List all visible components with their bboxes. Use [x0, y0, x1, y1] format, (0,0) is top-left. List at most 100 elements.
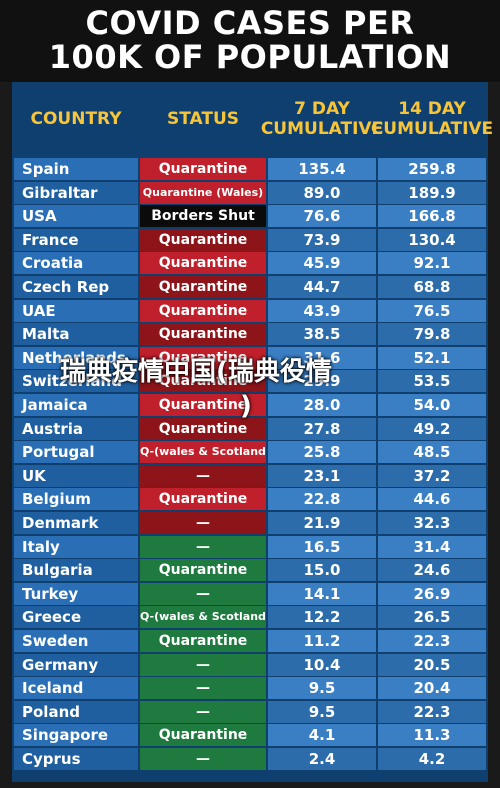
country-cell: UAE	[14, 299, 138, 322]
table-row: UAE Quarantine 43.9 76.5	[14, 299, 486, 322]
value-7day-cell: 10.4	[268, 653, 376, 676]
value-7day-cell: 2.4	[268, 748, 376, 770]
value-14day-cell: 26.9	[378, 582, 486, 605]
table-row: Netherlands Quarantine 31.6 52.1	[14, 346, 486, 369]
status-cell: Quarantine	[140, 417, 266, 440]
value-7day-cell: 25.8	[268, 441, 376, 464]
country-cell: Poland	[14, 700, 138, 723]
country-cell: Czech Rep	[14, 276, 138, 298]
country-cell: Netherlands	[14, 346, 138, 369]
value-14day-cell: 54.0	[378, 394, 486, 416]
table-row: Czech Rep Quarantine 44.7 68.8	[14, 276, 486, 298]
status-cell: Quarantine	[140, 323, 266, 346]
country-cell: Italy	[14, 535, 138, 558]
country-cell: Bulgaria	[14, 559, 138, 582]
value-14day-cell: 189.9	[378, 181, 486, 204]
country-cell: Croatia	[14, 252, 138, 275]
table-row: Croatia Quarantine 45.9 92.1	[14, 252, 486, 275]
value-14day-cell: 130.4	[378, 228, 486, 251]
country-cell: USA	[14, 205, 138, 228]
status-cell: Quarantine	[140, 394, 266, 416]
value-14day-cell: 92.1	[378, 252, 486, 275]
value-7day-cell: 27.8	[268, 417, 376, 440]
value-14day-cell: 79.8	[378, 323, 486, 346]
status-cell: Quarantine	[140, 488, 266, 511]
table-row: Spain Quarantine 135.4 259.8	[14, 158, 486, 180]
table-row: Cyprus —2.4 4.2	[14, 748, 486, 770]
country-cell: Jamaica	[14, 394, 138, 416]
status-cell: —	[140, 748, 266, 770]
value-14day-cell: 48.5	[378, 441, 486, 464]
status-cell: Q-(wales & Scotland)	[140, 441, 266, 464]
status-cell: —	[140, 700, 266, 723]
title-line-1: COVID CASES PER	[85, 4, 415, 42]
table-row: Italy —16.5 31.4	[14, 535, 486, 558]
status-cell: —	[140, 677, 266, 700]
value-7day-cell: 43.9	[268, 299, 376, 322]
watermark: 瑞典疫情中国(瑞典役情 )	[60, 355, 332, 421]
country-cell: Iceland	[14, 677, 138, 700]
value-14day-cell: 24.6	[378, 559, 486, 582]
status-cell: Q-(wales & Scotland)	[140, 606, 266, 629]
status-cell: Quarantine	[140, 370, 266, 393]
country-cell: Switzerland	[14, 370, 138, 393]
value-14day-cell: 4.2	[378, 748, 486, 770]
country-cell: Denmark	[14, 512, 138, 534]
country-cell: Austria	[14, 417, 138, 440]
status-cell: Quarantine	[140, 630, 266, 652]
table-row: Germany —10.4 20.5	[14, 653, 486, 676]
value-7day-cell: 12.2	[268, 606, 376, 629]
value-14day-cell: 68.8	[378, 276, 486, 298]
country-cell: Singapore	[14, 724, 138, 747]
country-cell: Portugal	[14, 441, 138, 464]
status-cell: Quarantine	[140, 158, 266, 180]
value-7day-cell: 15.0	[268, 559, 376, 582]
status-cell: Borders Shut	[140, 205, 266, 228]
value-7day-cell: 29.9	[268, 370, 376, 393]
status-cell: —	[140, 464, 266, 487]
value-14day-cell: 76.5	[378, 299, 486, 322]
value-7day-cell: 89.0	[268, 181, 376, 204]
value-7day-cell: 9.5	[268, 677, 376, 700]
value-14day-cell: 22.3	[378, 700, 486, 723]
status-cell: Quarantine	[140, 346, 266, 369]
value-14day-cell: 31.4	[378, 535, 486, 558]
table-row: USA Borders Shut 76.6 166.8	[14, 205, 486, 228]
table-row: Turkey —14.1 26.9	[14, 582, 486, 605]
status-cell: Quarantine	[140, 228, 266, 251]
value-14day-cell: 20.4	[378, 677, 486, 700]
value-14day-cell: 166.8	[378, 205, 486, 228]
status-cell: Quarantine	[140, 559, 266, 582]
value-14day-cell: 32.3	[378, 512, 486, 534]
table-row: Singapore Quarantine 4.1 11.3	[14, 724, 486, 747]
country-cell: Greece	[14, 606, 138, 629]
table-row: Belgium Quarantine 22.8 44.6	[14, 488, 486, 511]
status-cell: Quarantine	[140, 276, 266, 298]
table-row: Jamaica Quarantine 28.0 54.0	[14, 394, 486, 416]
chart-title: COVID CASES PER 100K OF POPULATION	[0, 0, 500, 82]
country-cell: Belgium	[14, 488, 138, 511]
header-country: COUNTRY	[30, 108, 122, 129]
header-status: STATUS	[166, 108, 239, 129]
country-cell: Sweden	[14, 630, 138, 652]
country-cell: Spain	[14, 158, 138, 180]
watermark-line-1: 瑞典疫情中国(瑞典役情	[60, 357, 332, 387]
value-14day-cell: 259.8	[378, 158, 486, 180]
table-row: Poland —9.5 22.3	[14, 700, 486, 723]
country-cell: Cyprus	[14, 748, 138, 770]
table-row: Bulgaria Quarantine 15.0 24.6	[14, 559, 486, 582]
table-row: Switzerland Quarantine 29.9 53.5	[14, 370, 486, 393]
value-7day-cell: 4.1	[268, 724, 376, 747]
status-cell: Quarantine	[140, 724, 266, 747]
title-line-2: 100K OF POPULATION	[48, 38, 452, 76]
value-14day-cell: 20.5	[378, 653, 486, 676]
value-7day-cell: 14.1	[268, 582, 376, 605]
header-14day: 14 DAY CUMULATIVE	[370, 98, 494, 139]
value-7day-cell: 23.1	[268, 464, 376, 487]
table-row: Greece Q-(wales & Scotland) 12.2 26.5	[14, 606, 486, 629]
status-cell: —	[140, 512, 266, 534]
country-cell: Germany	[14, 653, 138, 676]
value-14day-cell: 22.3	[378, 630, 486, 652]
table-row: France Quarantine 73.9 130.4	[14, 228, 486, 251]
value-14day-cell: 44.6	[378, 488, 486, 511]
